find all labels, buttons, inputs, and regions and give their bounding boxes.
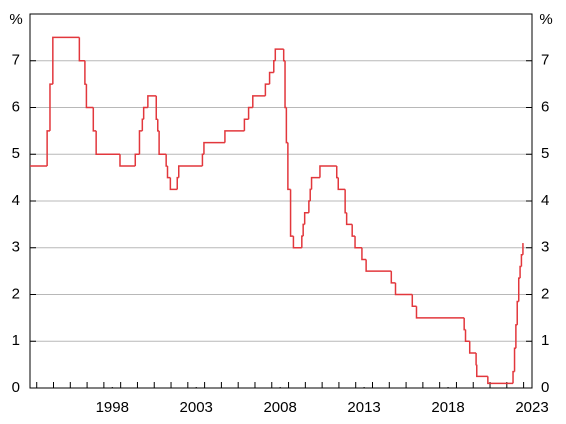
rate-step xyxy=(52,36,80,85)
rate-step xyxy=(264,83,270,96)
y-tick-label-left: 6 xyxy=(12,98,20,115)
rate-step xyxy=(78,37,85,62)
rate-step xyxy=(252,95,266,108)
rate-step xyxy=(142,106,148,120)
rate-step xyxy=(517,277,521,302)
y-unit-left: % xyxy=(9,11,22,28)
y-tick-label-left: 2 xyxy=(12,285,20,302)
x-tick-label: 2013 xyxy=(347,399,380,416)
rate-step xyxy=(415,306,465,319)
rate-step xyxy=(274,48,284,61)
rate-step xyxy=(512,370,515,384)
rate-step xyxy=(361,247,367,261)
x-tick-label: 2018 xyxy=(431,399,464,416)
rate-step xyxy=(476,364,488,378)
rate-step xyxy=(302,223,305,237)
rate-step xyxy=(224,130,245,143)
rate-step xyxy=(394,282,413,296)
rate-step xyxy=(308,200,311,213)
plot-frame xyxy=(29,13,533,389)
rate-step xyxy=(464,329,470,342)
rate-step xyxy=(165,154,168,167)
y-tick-label-left: 1 xyxy=(12,332,20,349)
rate-step xyxy=(46,130,50,166)
y-tick-label-right: 5 xyxy=(541,145,549,162)
rate-step xyxy=(178,165,203,178)
rate-step xyxy=(337,177,346,191)
rate-step xyxy=(463,317,466,331)
rate-step xyxy=(520,254,523,267)
rate-step xyxy=(141,118,144,131)
rate-step xyxy=(354,236,362,249)
rate-step xyxy=(303,211,309,225)
y-tick-label-right: 4 xyxy=(541,192,549,209)
rate-step xyxy=(310,176,320,190)
y-tick-label-right: 2 xyxy=(541,285,549,302)
rate-step xyxy=(169,177,178,191)
rate-step xyxy=(519,265,522,279)
rate-step xyxy=(158,130,167,155)
y-tick-label-right: 1 xyxy=(541,332,549,349)
rate-step xyxy=(95,130,120,155)
rate-step xyxy=(282,49,286,62)
rate-step xyxy=(268,71,274,85)
y-tick-label-left: 0 xyxy=(12,379,20,396)
rate-step xyxy=(335,165,339,179)
y-tick-label-left: 4 xyxy=(12,192,20,209)
rate-step xyxy=(247,106,253,120)
x-tick-label: 2003 xyxy=(180,399,213,416)
rate-step xyxy=(273,60,276,73)
rate-step xyxy=(203,141,225,155)
y-tick-label-right: 3 xyxy=(541,239,549,256)
rate-step xyxy=(138,130,143,155)
rate-step xyxy=(201,153,204,166)
rate-step xyxy=(284,60,287,109)
rate-step xyxy=(292,236,302,249)
x-tick-label: 2008 xyxy=(263,399,296,416)
x-tick-label: 2023 xyxy=(515,399,548,416)
rate-step xyxy=(487,376,514,385)
rate-step xyxy=(289,189,294,237)
rate-step xyxy=(351,224,356,237)
rate-step xyxy=(287,142,291,191)
rate-step xyxy=(166,165,171,179)
rate-step xyxy=(309,188,312,201)
rate-step xyxy=(85,84,94,109)
rate-step xyxy=(345,212,353,226)
rate-step xyxy=(468,341,477,354)
rate-step xyxy=(176,176,179,190)
y-tick-label-left: 5 xyxy=(12,145,20,162)
rate-step xyxy=(319,165,337,178)
rate-step xyxy=(92,107,97,132)
rate-step xyxy=(513,347,516,372)
rate-step xyxy=(49,83,53,131)
rate-step xyxy=(84,60,87,85)
rate-step xyxy=(134,153,140,166)
rate-step xyxy=(390,271,396,284)
y-tick-label-left: 7 xyxy=(12,52,20,69)
y-tick-label-right: 7 xyxy=(541,52,549,69)
rate-step xyxy=(157,119,160,132)
rate-step xyxy=(285,107,288,144)
rate-step xyxy=(411,294,417,307)
y-tick-label-right: 6 xyxy=(541,98,549,115)
rate-step xyxy=(147,95,157,108)
rate-step xyxy=(475,352,477,366)
y-tick-label-right: 0 xyxy=(541,379,549,396)
rate-step xyxy=(119,154,136,167)
rate-step xyxy=(515,324,518,349)
rate-step xyxy=(516,300,519,325)
x-tick-label: 1998 xyxy=(96,399,129,416)
rate-step xyxy=(243,118,249,131)
y-tick-label-left: 3 xyxy=(12,239,20,256)
rate-step xyxy=(365,259,392,272)
y-unit-right: % xyxy=(539,11,552,28)
rate-step xyxy=(301,235,304,248)
